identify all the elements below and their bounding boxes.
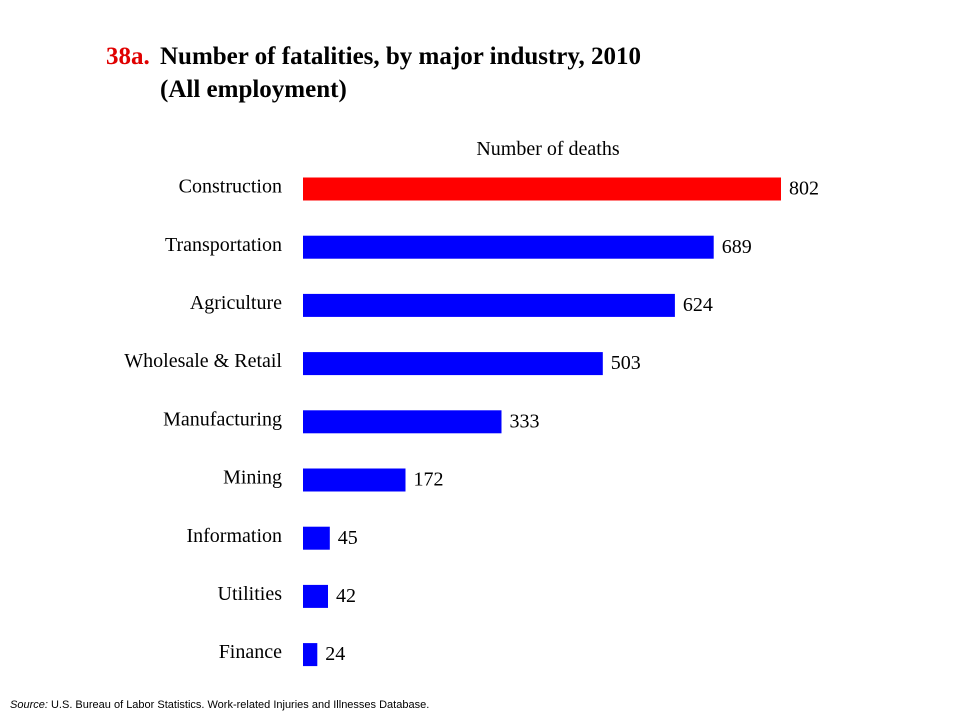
value-label-wholesale-and-retail: 503 <box>611 352 641 374</box>
chart-title-number: 38a. <box>106 43 150 70</box>
category-label-finance: Finance <box>219 641 282 663</box>
bar-manufacturing <box>303 410 502 434</box>
chart-title-main: Number of fatalities, by major industry,… <box>160 43 642 70</box>
value-label-finance: 24 <box>325 643 345 665</box>
category-label-construction: Construction <box>179 176 282 198</box>
source-note: Source: U.S. Bureau of Labor Statistics.… <box>10 699 429 711</box>
category-label-mining: Mining <box>223 467 282 489</box>
value-label-transportation: 689 <box>722 236 752 258</box>
bar-transportation <box>303 235 714 259</box>
category-label-information: Information <box>186 525 282 547</box>
bar-utilities <box>303 584 328 608</box>
bar-finance <box>303 643 318 667</box>
bar-construction <box>303 177 781 201</box>
value-axis-label: Number of deaths <box>476 138 620 160</box>
value-label-mining: 172 <box>414 469 444 491</box>
bars-group: Construction 802 Transportation 689 Agricult… <box>124 176 819 667</box>
category-label-utilities: Utilities <box>218 583 283 605</box>
category-label-wholesale-and-retail: Wholesale & Retail <box>124 350 282 372</box>
category-label-transportation: Transportation <box>165 234 282 256</box>
bar-agriculture <box>303 293 675 317</box>
value-label-utilities: 42 <box>336 585 356 607</box>
bar-mining <box>303 468 406 492</box>
value-label-information: 45 <box>338 527 358 549</box>
bar-chart: Number of deaths Construction 802 Transpor… <box>124 138 819 667</box>
category-label-agriculture: Agriculture <box>190 292 282 314</box>
value-label-agriculture: 624 <box>683 294 713 316</box>
value-label-construction: 802 <box>789 178 819 200</box>
source-label: Source: <box>10 699 48 711</box>
category-label-manufacturing: Manufacturing <box>163 408 282 430</box>
source-text: U.S. Bureau of Labor Statistics. Work-re… <box>50 699 430 711</box>
bar-information <box>303 526 330 550</box>
bar-wholesale-and-retail <box>303 352 603 376</box>
value-label-manufacturing: 333 <box>510 410 540 432</box>
chart-title-subtitle: (All employment) <box>160 76 347 103</box>
